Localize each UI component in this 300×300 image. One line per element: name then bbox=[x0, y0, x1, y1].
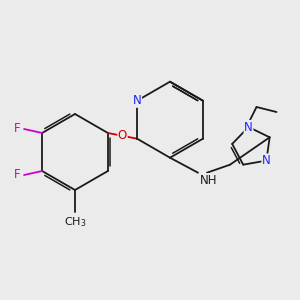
Text: F: F bbox=[14, 169, 20, 182]
Text: N: N bbox=[133, 94, 142, 107]
Text: NH: NH bbox=[200, 174, 218, 187]
Text: O: O bbox=[118, 129, 127, 142]
Text: N: N bbox=[244, 121, 253, 134]
Text: F: F bbox=[14, 122, 20, 136]
Text: N: N bbox=[262, 154, 271, 167]
Text: CH$_3$: CH$_3$ bbox=[64, 215, 86, 229]
